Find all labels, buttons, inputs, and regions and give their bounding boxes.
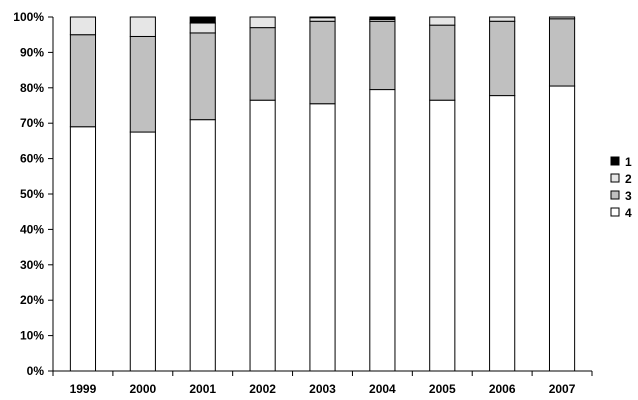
bar-segment-2-2007 — [548, 16, 576, 20]
y-axis: 0% 10% 20% 30% 40% 50% 60% 70% 80% 90% 100% — [13, 10, 54, 378]
y-tick-label: 20% — [20, 293, 44, 307]
bar-segment-2-1999 — [69, 16, 97, 36]
x-axis: 1999 2000 2001 2002 2003 2004 2005 2006 2007 — [52, 370, 593, 396]
bar-segment-4-2001 — [189, 119, 216, 372]
y-tick-label: 100% — [13, 10, 44, 24]
bar-segment-4-2004 — [369, 89, 396, 372]
y-tick-label: 50% — [20, 187, 44, 201]
legend-swatch-1 — [610, 156, 620, 166]
bar-segment-2-2003 — [309, 17, 336, 22]
y-tick-label: 60% — [20, 152, 44, 166]
y-tick-label: 90% — [20, 45, 44, 59]
bar-segment-2-2000 — [129, 16, 156, 37]
bar-segment-2-2005 — [429, 16, 456, 26]
bar-segment-2-2006 — [489, 16, 516, 22]
bar-segment-4-2002 — [249, 99, 276, 372]
y-tick-label: 0% — [27, 364, 45, 378]
bar-segment-2-2001 — [189, 22, 216, 34]
bar-segment-3-1999 — [69, 34, 97, 128]
bar-segment-3-2006 — [489, 20, 516, 97]
bar-segment-4-2005 — [429, 99, 456, 372]
y-tick-label: 70% — [20, 116, 44, 130]
x-tick-label: 2000 — [129, 382, 156, 396]
bar-segment-1-2003 — [309, 16, 336, 19]
bar-segment-3-2004 — [369, 20, 396, 91]
bar-segment-4-2003 — [309, 103, 336, 372]
y-tick-label: 30% — [20, 258, 44, 272]
x-tick-label: 2002 — [249, 382, 276, 396]
bar-segment-1-2004 — [369, 16, 396, 20]
bar-segment-3-2002 — [249, 27, 276, 101]
bar-segment-3-2005 — [429, 24, 456, 101]
legend-label-3: 3 — [625, 189, 632, 203]
bar-segment-4-2000 — [129, 131, 156, 372]
legend-label-1: 1 — [625, 155, 632, 169]
x-tick-label: 2001 — [189, 382, 216, 396]
legend: 1 2 3 4 — [610, 155, 632, 220]
bar-segment-4-2007 — [548, 85, 576, 372]
bar-segment-3-2001 — [189, 32, 216, 121]
x-tick-label: 2004 — [369, 382, 396, 396]
legend-swatch-2 — [610, 173, 620, 183]
y-tick-label: 10% — [20, 329, 44, 343]
x-tick-label: 1999 — [70, 382, 97, 396]
y-tick-label: 40% — [20, 222, 44, 236]
bar-segment-4-1999 — [69, 126, 97, 372]
x-tick-label: 2005 — [429, 382, 456, 396]
x-tick-label: 2007 — [549, 382, 576, 396]
y-tick-label: 80% — [20, 81, 44, 95]
bars-group — [69, 16, 576, 372]
x-tick-label: 2003 — [309, 382, 336, 396]
legend-label-2: 2 — [625, 172, 632, 186]
bar-segment-3-2007 — [548, 18, 576, 87]
bar-segment-3-2000 — [129, 35, 156, 133]
bar-segment-2-2002 — [249, 16, 276, 29]
bar-segment-4-2006 — [489, 95, 516, 372]
bar-segment-3-2003 — [309, 20, 336, 105]
legend-swatch-4 — [610, 207, 620, 217]
x-tick-label: 2006 — [489, 382, 516, 396]
legend-label-4: 4 — [625, 206, 632, 220]
bar-segment-1-2001 — [189, 16, 216, 24]
legend-swatch-3 — [610, 190, 620, 200]
